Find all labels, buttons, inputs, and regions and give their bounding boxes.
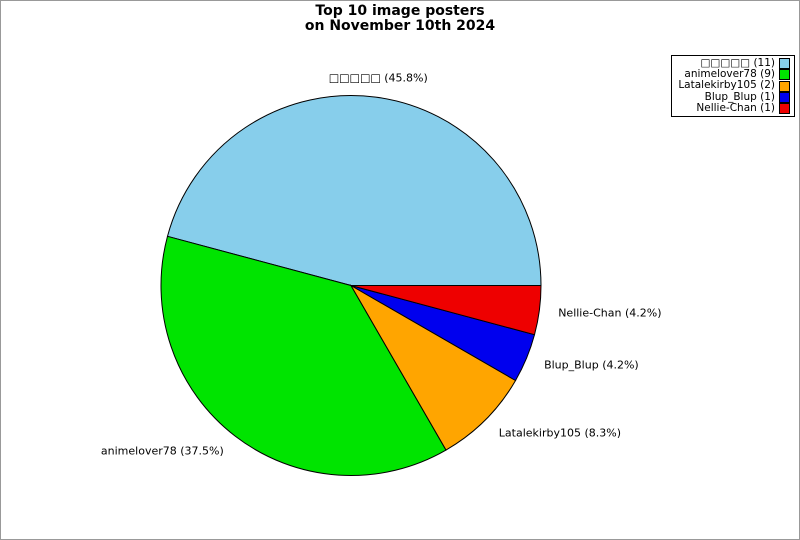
legend-label: □□□□□ (11) — [700, 57, 776, 69]
legend-swatch — [779, 80, 790, 92]
legend-swatch — [779, 58, 790, 70]
legend-row: Blup_Blup (1) — [678, 90, 790, 103]
legend-swatch — [779, 69, 790, 81]
legend-row: Nellie-Chan (1) — [678, 101, 790, 114]
slice-label: Nellie-Chan (4.2%) — [558, 306, 662, 320]
legend: □□□□□ (11) animelover78 (9) Latalekirby105… — [671, 55, 795, 118]
legend-swatch — [779, 91, 790, 103]
slice-label: animelover78 (37.5%) — [100, 444, 224, 458]
pie-slice — [349, 284, 517, 451]
chart-title-line2: on November 10th 2024 — [304, 17, 496, 34]
legend-label: Latalekirby105 (2) — [678, 79, 775, 92]
chart-title: Top 10 image posters on November 10th 202… — [1, 4, 799, 33]
pie-slice — [166, 95, 542, 286]
pie-slice — [350, 285, 542, 336]
slice-label: □□□□□ (45.8%) — [328, 71, 428, 85]
legend-label: animelover78 (9) — [684, 68, 775, 81]
slice-label: Latalekirby105 (8.3%) — [498, 426, 621, 440]
pie-slice — [160, 235, 447, 476]
legend-label: Nellie-Chan (1) — [696, 101, 775, 114]
legend-row: □□□□□ (11) — [678, 57, 790, 70]
legend-row: animelover78 (9) — [678, 68, 790, 81]
legend-row: Latalekirby105 (2) — [678, 79, 790, 92]
slice-label: Blup_Blup (4.2%) — [544, 358, 639, 372]
legend-swatch — [779, 102, 790, 114]
chart-title-line1: Top 10 image posters — [315, 3, 485, 19]
legend-label: Blup_Blup (1) — [704, 90, 775, 103]
